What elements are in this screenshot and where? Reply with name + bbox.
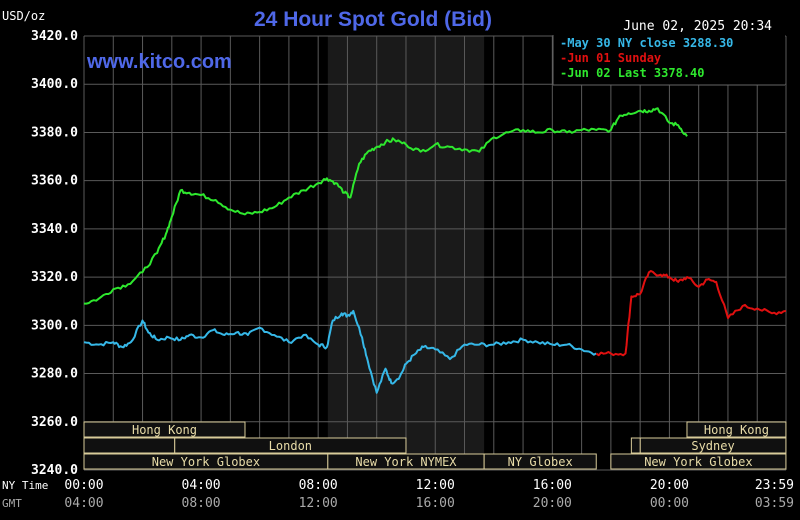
legend-item-may30: -May 30 NY close 3288.30 (560, 36, 733, 50)
y-tick-label: 3260.0 (31, 415, 78, 430)
x-tick-label: 20:00 (533, 496, 572, 511)
session-label: Hong Kong (132, 423, 197, 437)
session-bar (610, 453, 787, 470)
session-label: Hong Kong (704, 423, 769, 437)
x-tick-label: 23:59 (755, 478, 794, 493)
legend-item-jun02: -Jun 02 Last 3378.40 (560, 66, 705, 80)
session-label: NY Globex (508, 455, 573, 469)
y-tick-label: 3320.0 (31, 270, 78, 285)
session-bar (83, 437, 176, 454)
watermark: www.kitco.com (86, 51, 232, 73)
x-tick-label: 03:59 (755, 496, 794, 511)
series-lines (83, 107, 787, 394)
y-tick-label: 3400.0 (31, 77, 78, 92)
session-bars: Hong Kong London New York Globex New York N… (83, 421, 787, 470)
y-tick-label: 3360.0 (31, 174, 78, 189)
legend-item-jun01: -Jun 01 Sunday (560, 51, 661, 65)
session-bar (630, 437, 641, 454)
x-tick-label: 08:00 (299, 478, 338, 493)
chart-title: 24 Hour Spot Gold (Bid) (254, 8, 492, 31)
x-axis-row-label: NY Time (2, 479, 48, 492)
y-axis-ticks: 3420.0 3400.0 3380.0 3360.0 3340.0 3320.0 3300… (31, 29, 78, 478)
session-label: New York NYMEX (355, 455, 457, 469)
timestamp: June 02, 2025 20:34 (623, 19, 772, 34)
y-tick-label: 3280.0 (31, 367, 78, 382)
session-label: New York Globex (152, 455, 260, 469)
session-bar (686, 421, 787, 438)
x-tick-label: 00:00 (650, 496, 689, 511)
x-axis-ticks: NY Time 00:00 04:00 08:00 12:00 16:00 20:00 23:… (2, 478, 794, 511)
session-label: London (269, 439, 312, 453)
series-line-jun01 (595, 270, 787, 357)
x-tick-label: 08:00 (182, 496, 221, 511)
y-tick-label: 3340.0 (31, 222, 78, 237)
session-label: New York Globex (644, 455, 752, 469)
x-tick-label: 12:00 (416, 478, 455, 493)
series-line-may30 (83, 309, 597, 394)
x-axis-row-label: GMT (2, 497, 22, 510)
grid (83, 35, 787, 471)
unit-label: USD/oz (2, 9, 45, 23)
session-bar (174, 437, 407, 454)
y-tick-label: 3300.0 (31, 318, 78, 333)
series-line-jun02 (84, 107, 688, 305)
legend: -May 30 NY close 3288.30-Jun 01 Sunday-J… (552, 35, 785, 86)
y-tick-label: 3380.0 (31, 125, 78, 140)
x-tick-label: 20:00 (650, 478, 689, 493)
x-tick-label: 00:00 (64, 478, 103, 493)
y-tick-label: 3240.0 (31, 463, 78, 478)
x-tick-label: 12:00 (299, 496, 338, 511)
x-tick-label: 04:00 (182, 478, 221, 493)
x-tick-label: 04:00 (64, 496, 103, 511)
session-label: Sydney (691, 439, 734, 453)
x-tick-label: 16:00 (533, 478, 572, 493)
session-bar (83, 421, 246, 438)
session-bar (483, 453, 597, 470)
x-tick-label: 16:00 (416, 496, 455, 511)
y-tick-label: 3420.0 (31, 29, 78, 44)
